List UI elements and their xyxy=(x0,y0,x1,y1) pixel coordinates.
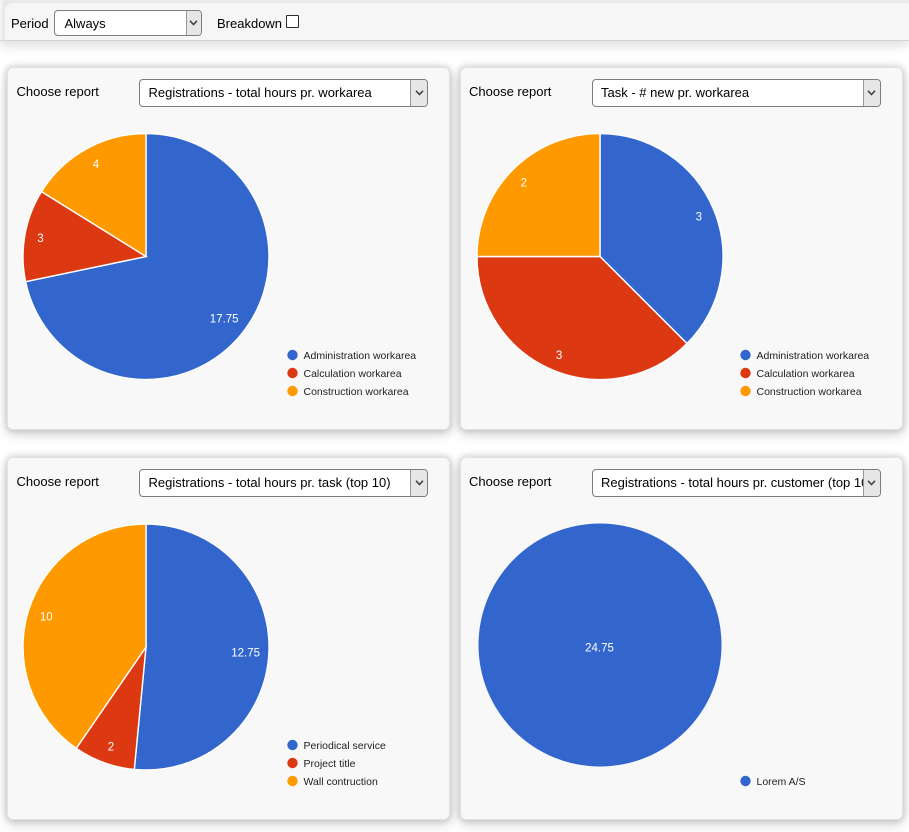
svg-text:Lorem A/S: Lorem A/S xyxy=(756,776,805,788)
svg-text:Wall contruction: Wall contruction xyxy=(304,776,378,788)
svg-text:24.75: 24.75 xyxy=(585,642,614,654)
svg-text:17.75: 17.75 xyxy=(210,314,239,326)
svg-text:Construction workarea: Construction workarea xyxy=(756,386,861,398)
svg-text:Administration workarea: Administration workarea xyxy=(756,350,869,362)
svg-text:3: 3 xyxy=(555,350,561,362)
svg-text:Project title: Project title xyxy=(304,758,356,770)
svg-text:2: 2 xyxy=(108,742,114,754)
svg-text:10: 10 xyxy=(40,611,53,623)
svg-text:Administration workarea: Administration workarea xyxy=(304,350,417,362)
svg-text:Calculation workarea: Calculation workarea xyxy=(756,368,854,380)
svg-text:3: 3 xyxy=(695,212,701,224)
svg-text:12.75: 12.75 xyxy=(231,647,260,659)
svg-text:Periodical service: Periodical service xyxy=(304,740,386,752)
svg-text:Calculation workarea: Calculation workarea xyxy=(304,368,402,380)
svg-text:4: 4 xyxy=(93,159,100,171)
svg-text:2: 2 xyxy=(520,177,526,189)
svg-text:Construction workarea: Construction workarea xyxy=(304,386,409,398)
svg-text:3: 3 xyxy=(37,233,43,245)
